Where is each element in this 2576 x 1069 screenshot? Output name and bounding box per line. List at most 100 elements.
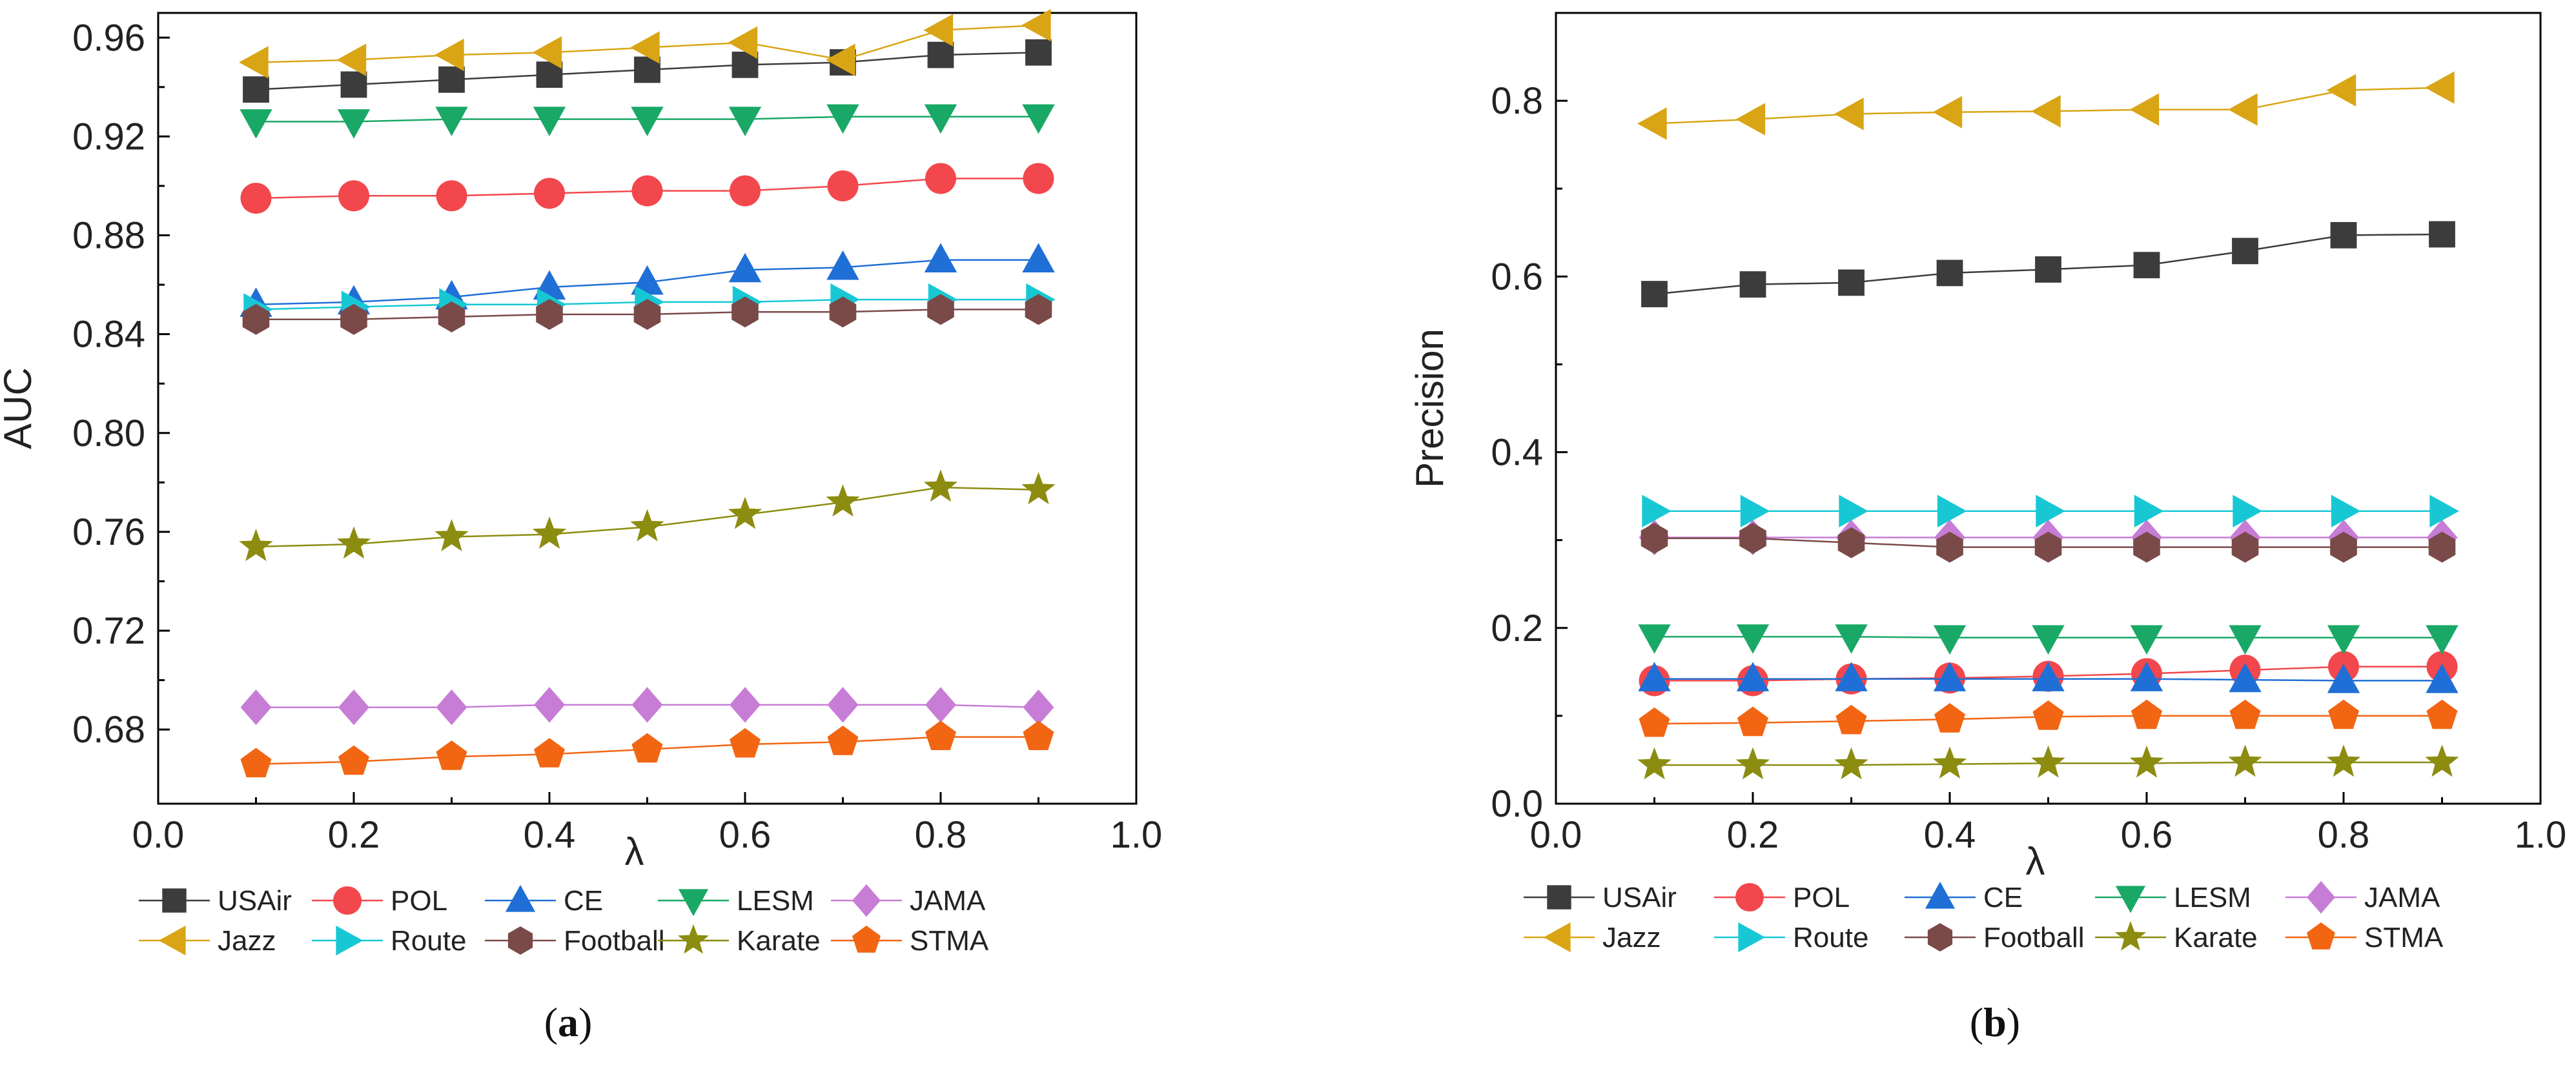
data-point-stma xyxy=(2131,699,2162,729)
data-point-stma xyxy=(338,745,369,775)
data-point-karate xyxy=(239,529,273,562)
data-point-jazz xyxy=(630,31,660,64)
y-tick-label: 0.68 xyxy=(72,709,145,751)
x-tick-label: 1.0 xyxy=(2515,814,2567,856)
legend: USAir POL CE LESM JAMA Jazz Route Football Karat… xyxy=(139,884,989,957)
data-point-route xyxy=(1839,494,1868,527)
legend-marker-jazz xyxy=(1543,922,1571,953)
data-point-lesm xyxy=(2032,625,2065,655)
series-jama xyxy=(240,687,1054,726)
data-point-ce xyxy=(1022,243,1055,272)
data-point-jazz xyxy=(532,36,562,69)
x-tick-label: 0.2 xyxy=(1727,814,1779,856)
data-point-karate xyxy=(2228,744,2262,777)
series-route xyxy=(1642,494,2459,527)
data-point-ce xyxy=(1736,662,1770,691)
data-point-stma xyxy=(2229,699,2261,729)
legend-item-stma: STMA xyxy=(831,925,989,957)
data-point-usair xyxy=(2232,238,2258,265)
legend-marker-stma xyxy=(852,925,881,953)
data-point-lesm xyxy=(533,107,566,136)
series-stma xyxy=(240,720,1054,778)
data-point-jazz xyxy=(826,43,855,76)
data-point-football xyxy=(1025,294,1052,325)
y-tick-label: 0.0 xyxy=(1491,783,1543,825)
data-point-ce xyxy=(1638,662,1671,691)
data-point-lesm xyxy=(1022,104,1055,134)
series-jazz xyxy=(1637,71,2455,140)
legend-item-jama: JAMA xyxy=(831,884,986,917)
data-point-lesm xyxy=(728,107,762,136)
x-tick-label: 0.4 xyxy=(1924,814,1976,856)
data-point-karate xyxy=(1637,747,1671,780)
data-point-pol xyxy=(827,170,859,201)
data-point-lesm xyxy=(631,107,664,136)
data-point-karate xyxy=(923,469,958,502)
data-point-pol xyxy=(338,180,369,212)
data-point-stma xyxy=(240,748,272,778)
legend-label: Karate xyxy=(2174,922,2258,953)
y-tick-label: 0.80 xyxy=(72,412,145,454)
legend-item-football: Football xyxy=(1905,922,2085,953)
legend-marker-usair xyxy=(162,888,187,913)
legend-label: Football xyxy=(1983,922,2085,953)
data-point-jazz xyxy=(923,14,954,47)
data-point-football xyxy=(1837,527,1865,558)
data-point-jazz xyxy=(2228,93,2258,126)
data-point-jama xyxy=(631,687,663,723)
data-point-lesm xyxy=(2327,625,2360,655)
data-point-stma xyxy=(827,726,859,755)
data-point-pol xyxy=(631,175,663,207)
x-axis-title: λ xyxy=(625,830,644,873)
data-point-jazz xyxy=(434,38,464,72)
data-point-karate xyxy=(728,496,762,529)
legend-item-karate: Karate xyxy=(2095,921,2258,953)
data-point-stma xyxy=(2032,700,2064,730)
series-ce xyxy=(1638,662,2458,693)
legend-label: Jazz xyxy=(1602,922,1661,953)
data-point-jazz xyxy=(1021,8,1051,42)
series-usair xyxy=(1641,221,2455,307)
legend-label: LESM xyxy=(2174,882,2251,913)
data-point-jama xyxy=(1023,689,1054,726)
data-point-pol xyxy=(730,175,761,207)
data-point-usair xyxy=(340,71,367,98)
data-point-route xyxy=(1740,494,1770,527)
panel-b-chart: 0.0 0.2 0.4 0.6 0.8 1.0 0.0 0.2 0.4 0.6 0.8 Precisi… xyxy=(1408,12,2567,953)
data-point-stma xyxy=(925,720,956,750)
data-point-jama xyxy=(827,687,859,723)
x-tick-label: 1.0 xyxy=(1110,814,1163,856)
y-tick-label: 0.92 xyxy=(72,116,145,158)
data-point-ce xyxy=(924,243,957,272)
legend-marker-usair xyxy=(1547,885,1571,910)
series-pol xyxy=(240,163,1054,214)
data-point-ce xyxy=(1835,662,1868,691)
data-point-ce xyxy=(631,265,664,295)
data-point-football xyxy=(829,296,857,328)
data-point-football xyxy=(1936,531,1963,563)
data-point-jazz xyxy=(1637,107,1667,140)
data-point-route xyxy=(2134,494,2164,527)
data-point-jazz xyxy=(1834,97,1864,130)
legend-item-jazz: Jazz xyxy=(1524,922,1661,953)
data-point-lesm xyxy=(435,107,468,136)
legend-item-lesm: LESM xyxy=(2095,882,2251,913)
legend: USAir POL CE LESM JAMA Jazz Route Football Karat… xyxy=(1524,881,2444,953)
legend-item-usair: USAir xyxy=(1524,882,1677,913)
data-point-football xyxy=(2133,531,2160,563)
data-point-stma xyxy=(2426,699,2458,729)
y-tick-label: 0.72 xyxy=(72,610,145,652)
data-point-usair xyxy=(243,76,269,103)
x-tick-label: 0.0 xyxy=(132,814,185,856)
y-tick-label: 0.96 xyxy=(72,17,145,59)
legend-label: LESM xyxy=(737,885,814,917)
data-point-karate xyxy=(2031,745,2065,778)
data-point-karate xyxy=(2425,744,2459,777)
data-point-usair xyxy=(2330,221,2357,249)
x-tick-label: 0.0 xyxy=(1530,814,1582,856)
x-tick-label: 0.6 xyxy=(719,814,772,856)
data-point-football xyxy=(2330,531,2357,563)
y-tick-label: 0.2 xyxy=(1491,607,1543,649)
data-point-lesm xyxy=(1933,625,1967,655)
data-point-lesm xyxy=(1736,624,1770,654)
